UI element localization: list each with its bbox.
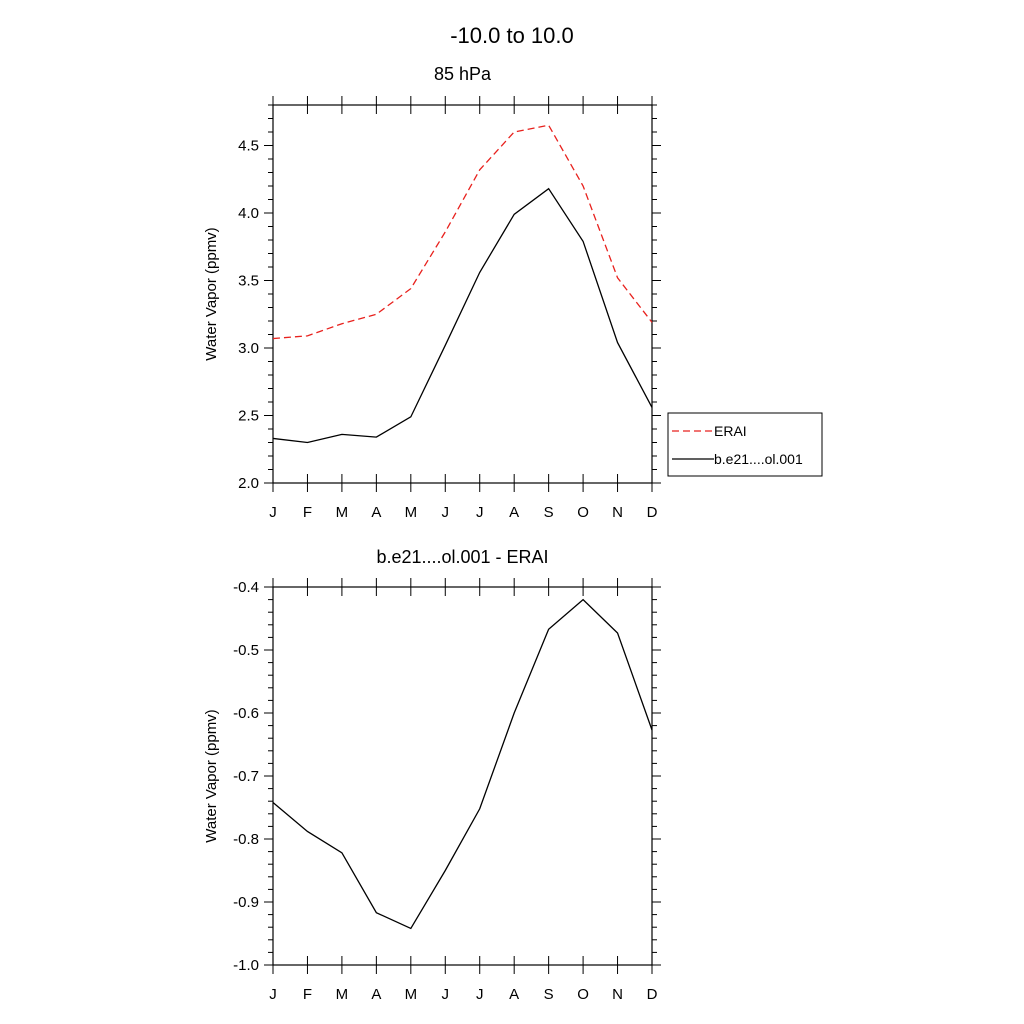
legend-box	[667, 412, 823, 477]
chart-title: 85 hPa	[434, 64, 492, 84]
y-tick-label: 3.0	[238, 340, 259, 357]
bottom-chart: b.e21....ol.001 - ERAI Water Vapor (ppmv)…	[203, 547, 661, 1003]
x-tick-label: D	[647, 504, 658, 521]
x-tick-label: S	[544, 986, 554, 1003]
y-tick-label: -0.4	[233, 579, 259, 596]
x-tick-label: O	[577, 504, 589, 521]
y-tick-label: 4.0	[238, 205, 259, 222]
x-tick-label: J	[476, 986, 484, 1003]
series-line-0	[272, 124, 653, 340]
y-tick-label: -0.8	[233, 831, 259, 848]
x-tick-label: A	[509, 986, 519, 1003]
legend-label-0: ERAI	[714, 423, 747, 439]
x-tick-label: S	[544, 504, 554, 521]
figure-title: -10.0 to 10.0	[450, 23, 574, 48]
x-tick-label: J	[476, 504, 484, 521]
x-tick-label: J	[269, 986, 277, 1003]
y-axis-label: Water Vapor (ppmv)	[203, 709, 220, 842]
x-tick-label: F	[303, 504, 312, 521]
y-tick-label: -0.9	[233, 894, 259, 911]
x-tick-label: O	[577, 986, 589, 1003]
legend-label-1: b.e21....ol.001	[714, 451, 803, 467]
x-tick-label: F	[303, 986, 312, 1003]
y-tick-label: -0.5	[233, 642, 259, 659]
y-tick-label: -0.7	[233, 768, 259, 785]
x-tick-label: J	[269, 504, 277, 521]
y-axis-label: Water Vapor (ppmv)	[203, 227, 220, 360]
y-tick-label: -0.6	[233, 705, 259, 722]
x-tick-label: N	[612, 504, 623, 521]
y-tick-label: 3.5	[238, 273, 259, 290]
plot-frame	[272, 104, 653, 484]
x-tick-label: M	[336, 986, 349, 1003]
y-tick-label: 4.5	[238, 138, 259, 155]
x-tick-label: M	[405, 986, 418, 1003]
x-tick-label: A	[371, 986, 381, 1003]
y-tick-label: 2.0	[238, 475, 259, 492]
x-tick-label: A	[371, 504, 381, 521]
x-tick-label: A	[509, 504, 519, 521]
x-tick-label: N	[612, 986, 623, 1003]
y-tick-label: -1.0	[233, 957, 259, 974]
x-tick-label: J	[442, 986, 450, 1003]
chart-title: b.e21....ol.001 - ERAI	[376, 547, 548, 567]
x-tick-label: J	[442, 504, 450, 521]
x-tick-label: M	[336, 504, 349, 521]
x-tick-label: M	[405, 504, 418, 521]
y-tick-label: 2.5	[238, 408, 259, 425]
x-tick-label: D	[647, 986, 658, 1003]
top-chart: 85 hPa Water Vapor (ppmv) J F M A M J J A S O N D 2.0 2…	[203, 64, 823, 521]
series-line-1	[272, 187, 653, 444]
plot-frame	[272, 586, 653, 966]
series-line-0	[272, 598, 653, 930]
